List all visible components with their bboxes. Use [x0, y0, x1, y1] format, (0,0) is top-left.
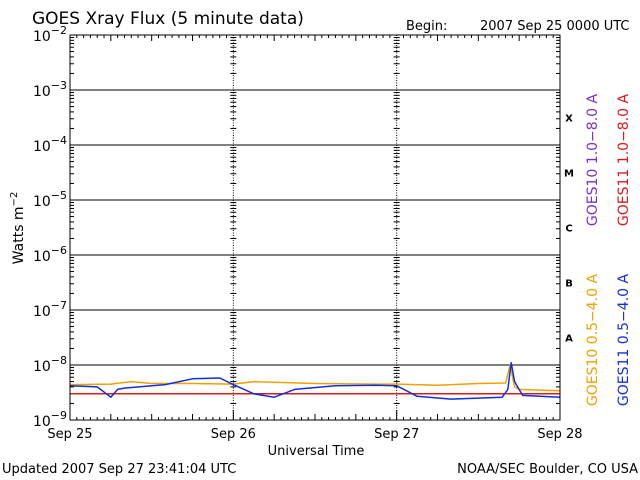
y-tick-label: 10−2: [33, 24, 67, 45]
x-tick-label: Sep 27: [374, 427, 419, 442]
y-tick-label: 10−4: [33, 134, 67, 155]
y-tick-base: 10: [33, 139, 51, 155]
flare-class-label: M: [564, 169, 574, 180]
y-tick-label: 10−7: [33, 299, 67, 320]
flare-class-label: X: [565, 114, 573, 125]
flare-class-label: C: [565, 224, 572, 235]
flare-class-labels: X M C B A: [564, 114, 574, 345]
y-tick-label: 10−9: [33, 409, 67, 430]
y-tick-label: 10−3: [33, 79, 67, 100]
begin-label: Begin:: [406, 19, 447, 34]
x-tick-label: Sep 28: [537, 427, 582, 442]
y-axis-label: Watts m−2: [9, 192, 27, 265]
y-tick-label: 10−8: [33, 354, 67, 375]
y-axis-label-base: Watts m: [11, 206, 27, 264]
flare-class-label: B: [565, 279, 573, 290]
legend-entry: GOES11 1.0−8.0 A: [616, 94, 632, 227]
y-tick-base: 10: [33, 194, 51, 210]
y-tick-exponent: −6: [51, 244, 67, 257]
grid-lines: [70, 35, 560, 420]
chart-title: GOES Xray Flux (5 minute data): [32, 9, 304, 29]
axis-ticks: [69, 35, 561, 420]
plot-frame: [69, 34, 561, 421]
x-axis-label: Universal Time: [268, 444, 365, 459]
y-tick-base: 10: [33, 304, 51, 320]
y-tick-base: 10: [33, 84, 51, 100]
y-tick-exponent: −3: [51, 79, 67, 92]
y-tick-exponent: −8: [51, 354, 67, 367]
begin-value: 2007 Sep 25 0000 UTC: [480, 19, 630, 34]
legend: GOES10 1.0−8.0 A GOES11 1.0−8.0 A GOES10 0…: [585, 94, 632, 407]
credit-text: NOAA/SEC Boulder, CO USA: [457, 462, 638, 477]
y-tick-exponent: −4: [51, 134, 67, 147]
y-tick-base: 10: [33, 414, 51, 430]
y-tick-base: 10: [33, 249, 51, 265]
data-series: [69, 361, 561, 400]
y-tick-labels: 10−210−310−410−510−610−710−810−9: [33, 24, 67, 430]
x-tick-label: Sep 26: [211, 427, 256, 442]
y-tick-exponent: −7: [51, 299, 67, 312]
y-tick-label: 10−5: [33, 189, 67, 210]
y-tick-exponent: −5: [51, 189, 67, 202]
y-tick-exponent: −2: [51, 24, 67, 37]
x-tick-labels: Sep 25 Sep 26 Sep 27 Sep 28: [47, 427, 582, 442]
y-tick-exponent: −9: [51, 409, 67, 422]
legend-entry: GOES10 1.0−8.0 A: [585, 94, 601, 227]
y-tick-base: 10: [33, 29, 51, 45]
series-line: [69, 361, 561, 400]
y-axis-label-exponent: −2: [9, 192, 20, 207]
y-tick-label: 10−6: [33, 244, 67, 265]
legend-entry: GOES10 0.5−4.0 A: [585, 274, 601, 407]
y-tick-base: 10: [33, 359, 51, 375]
updated-timestamp: Updated 2007 Sep 27 23:41:04 UTC: [2, 462, 236, 477]
flare-class-label: A: [565, 334, 573, 345]
legend-entry: GOES11 0.5−4.0 A: [616, 274, 632, 407]
x-tick-label: Sep 25: [47, 427, 92, 442]
series-line: [69, 364, 561, 392]
